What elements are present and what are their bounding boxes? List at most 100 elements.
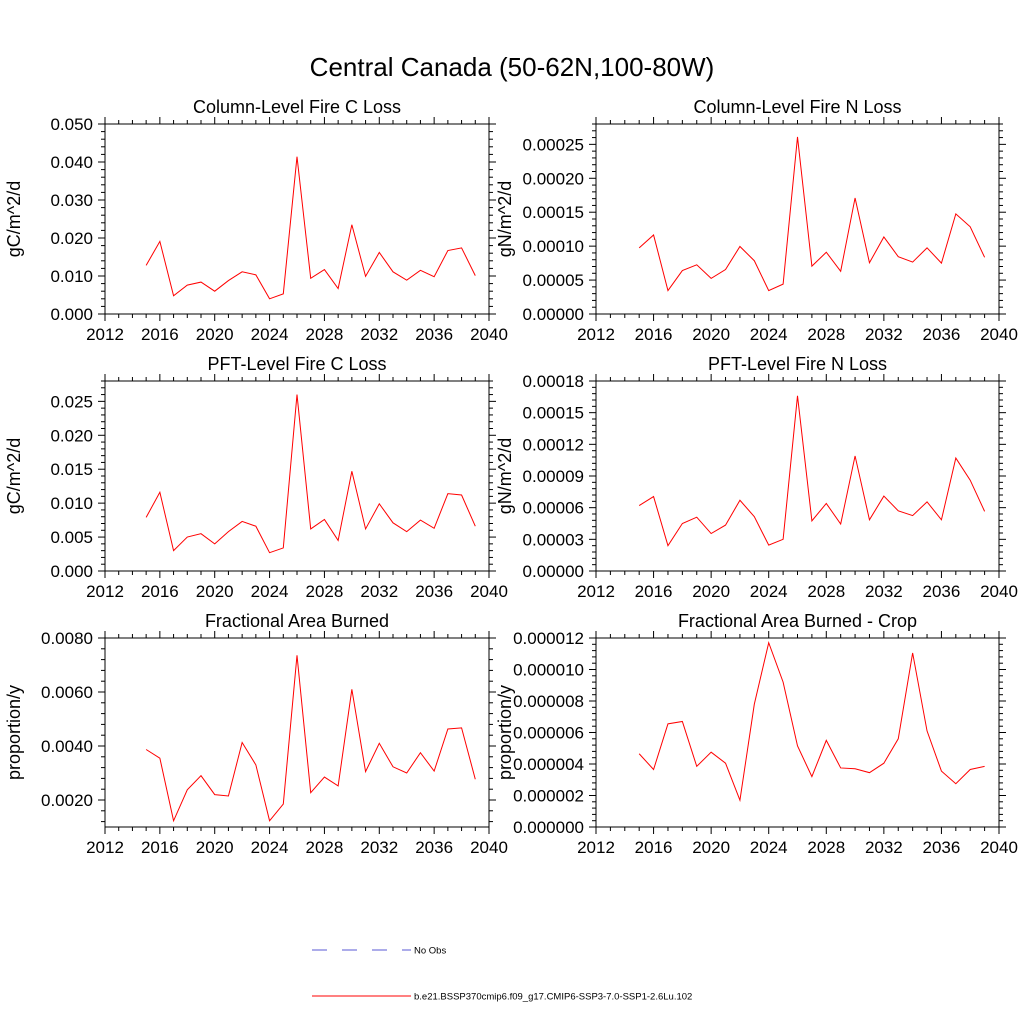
panel-5: 2012 2016 2020 2024 2028 2032 2036 2040 0.0020 0.…: [4, 611, 508, 857]
x-tick-label: 2040: [980, 582, 1018, 601]
x-tick-label: 2016: [635, 838, 673, 857]
y-tick-label: 0.000000: [513, 818, 584, 837]
y-tick-label: 0.020: [50, 229, 93, 248]
y-tick-label: 0.00005: [523, 271, 584, 290]
plot-frame: [104, 380, 490, 572]
plot-frame: [595, 380, 1000, 572]
series-line: [145, 156, 476, 300]
x-tick-label: 2028: [807, 325, 845, 344]
x-tick-label: 2036: [923, 582, 961, 601]
x-tick-label: 2024: [251, 325, 289, 344]
x-tick-label: 2028: [306, 838, 344, 857]
x-tick-label: 2012: [86, 325, 124, 344]
y-axis-label: gN/m^2/d: [495, 181, 515, 257]
x-tick-label: 2032: [865, 582, 903, 601]
y-axis-label: proportion/y: [495, 685, 515, 780]
y-tick-label: 0.030: [50, 191, 93, 210]
y-tick-label: 0.000006: [513, 724, 584, 743]
x-tick-label: 2012: [577, 838, 615, 857]
legend-label-1: No Obs: [414, 946, 446, 957]
series-line: [638, 395, 986, 547]
x-tick-label: 2016: [635, 325, 673, 344]
y-tick-label: 0.00012: [523, 435, 584, 454]
x-tick-label: 2024: [251, 838, 289, 857]
x-tick-label: 2032: [865, 325, 903, 344]
x-tick-label: 2040: [980, 325, 1018, 344]
y-tick-label: 0.00009: [523, 467, 584, 486]
y-tick-label: 0.020: [50, 426, 93, 445]
x-tick-label: 2012: [86, 582, 124, 601]
series-line: [638, 136, 986, 292]
y-tick-label: 0.0020: [41, 791, 93, 810]
x-tick-label: 2028: [807, 838, 845, 857]
x-tick-label: 2020: [692, 325, 730, 344]
panel-title: PFT-Level Fire N Loss: [708, 354, 887, 374]
x-tick-label: 2016: [141, 582, 179, 601]
x-tick-label: 2032: [360, 838, 398, 857]
y-tick-label: 0.000: [50, 305, 93, 324]
x-tick-label: 2040: [470, 582, 508, 601]
x-tick-label: 2012: [577, 582, 615, 601]
x-tick-label: 2020: [196, 838, 234, 857]
x-tick-label: 2020: [692, 582, 730, 601]
y-tick-label: 0.00006: [523, 499, 584, 518]
plot-frame: [595, 637, 1000, 828]
y-tick-label: 0.010: [50, 267, 93, 286]
y-tick-label: 0.0060: [41, 683, 93, 702]
y-tick-label: 0.00000: [523, 562, 584, 581]
y-tick-label: 0.000002: [513, 787, 584, 806]
x-tick-label: 2016: [141, 838, 179, 857]
figure-title: Central Canada (50-62N,100-80W): [310, 52, 715, 82]
y-tick-label: 0.010: [50, 494, 93, 513]
y-axis-label: gC/m^2/d: [4, 181, 24, 257]
y-tick-label: 0.00020: [523, 169, 584, 188]
legend-label-2: b.e21.BSSP370cmip6.f09_g17.CMIP6-SSP3-7.…: [414, 992, 692, 1003]
y-tick-label: 0.000004: [513, 755, 584, 774]
y-tick-label: 0.040: [50, 153, 93, 172]
x-tick-label: 2040: [470, 838, 508, 857]
x-tick-label: 2020: [692, 838, 730, 857]
panel-1: 2012 2016 2020 2024 2028 2032 2036 2040 0.000 0.0…: [4, 97, 508, 344]
y-tick-label: 0.0080: [41, 629, 93, 648]
panel-2: 2012 2016 2020 2024 2028 2032 2036 2040 0.00000 0…: [495, 97, 1018, 344]
y-axis-label: gC/m^2/d: [4, 438, 24, 514]
x-tick-label: 2016: [635, 582, 673, 601]
panel-6: 2012 2016 2020 2024 2028 2032 2036 2040 0.000000…: [495, 611, 1018, 857]
y-tick-label: 0.000012: [513, 629, 584, 648]
x-tick-label: 2040: [980, 838, 1018, 857]
x-tick-label: 2032: [360, 325, 398, 344]
legend: No Obs b.e21.BSSP370cmip6.f09_g17.CMIP6-S…: [312, 946, 692, 1003]
y-tick-label: 0.025: [50, 392, 93, 411]
x-tick-label: 2024: [750, 582, 788, 601]
x-tick-label: 2040: [470, 325, 508, 344]
y-tick-label: 0.00015: [523, 203, 584, 222]
plot-frame: [104, 123, 490, 315]
y-tick-label: 0.015: [50, 460, 93, 479]
panel-4: 2012 2016 2020 2024 2028 2032 2036 2040 0.00000 0…: [495, 354, 1018, 601]
x-tick-label: 2032: [865, 838, 903, 857]
y-tick-label: 0.0040: [41, 737, 93, 756]
series-line: [145, 655, 476, 823]
chart-panels: 2012 2016 2020 2024 2028 2032 2036 2040 0.000 0.0…: [4, 97, 1018, 857]
plot-frame: [104, 637, 490, 828]
x-tick-label: 2036: [923, 838, 961, 857]
x-tick-label: 2020: [196, 325, 234, 344]
y-tick-label: 0.000010: [513, 661, 584, 680]
y-axis-label: proportion/y: [4, 685, 24, 780]
panel-title: Column-Level Fire N Loss: [693, 97, 901, 117]
x-tick-label: 2020: [196, 582, 234, 601]
y-tick-label: 0.00003: [523, 530, 584, 549]
plot-frame: [595, 123, 1000, 315]
y-tick-label: 0.00018: [523, 372, 584, 391]
x-tick-label: 2024: [251, 582, 289, 601]
x-tick-label: 2024: [750, 325, 788, 344]
x-tick-label: 2012: [577, 325, 615, 344]
y-tick-label: 0.00000: [523, 305, 584, 324]
x-tick-label: 2036: [415, 325, 453, 344]
panel-title: Column-Level Fire C Loss: [193, 97, 401, 117]
x-tick-label: 2028: [306, 582, 344, 601]
y-tick-label: 0.000008: [513, 692, 584, 711]
panel-title: Fractional Area Burned: [205, 611, 389, 631]
y-axis-label: gN/m^2/d: [495, 438, 515, 514]
y-tick-label: 0.050: [50, 115, 93, 134]
